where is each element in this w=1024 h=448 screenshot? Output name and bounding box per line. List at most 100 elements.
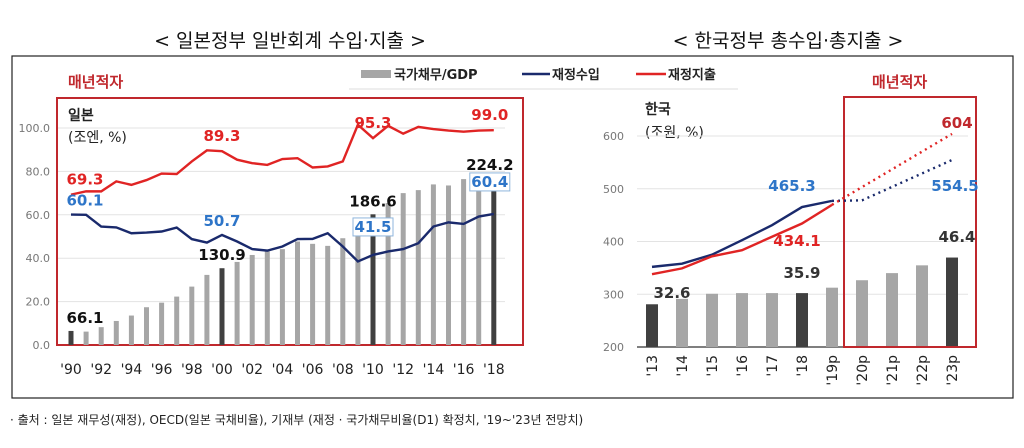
korea-data-label: 46.4 (938, 228, 975, 246)
korea-debt-bar (856, 280, 868, 347)
japan-data-label: 60.4 (471, 173, 508, 191)
korea-chart: 매년적자 한국 (조원, %) 200 300 400 500 600 '13 '14 '15… (603, 73, 979, 386)
korea-debt-bar (826, 287, 838, 347)
japan-x-tick: '14 (423, 362, 445, 378)
japan-data-label: 130.9 (198, 246, 245, 264)
japan-chart: 매년적자 일본 (조엔, %) 0.0 20.0 40.0 60.0 80.0 100.0… (19, 73, 524, 378)
korea-data-label: 465.3 (768, 177, 815, 195)
korea-debt-bar (946, 257, 958, 347)
japan-debt-bar (415, 190, 421, 345)
legend-swatch-debt (361, 70, 391, 78)
japan-x-tick: '12 (392, 362, 414, 378)
japan-y-tick: 40.0 (26, 252, 51, 265)
japan-debt-bar (370, 214, 376, 345)
korea-expenditure-line (651, 203, 833, 276)
japan-x-tick: '90 (60, 362, 82, 378)
japan-debt-bar (68, 330, 74, 345)
japan-debt-bar (204, 274, 210, 345)
japan-chart-title: < 일본정부 일반회계 수입·지출 > (154, 30, 426, 52)
korea-deficit-box (843, 96, 977, 348)
korea-x-tick: '19p (825, 355, 841, 386)
source-note: · 출처 : 일본 재무성(재정), OECD(일본 국채비율), 기재부 (재… (10, 413, 583, 427)
japan-debt-bar (430, 184, 436, 345)
japan-debt-bar (476, 179, 482, 345)
korea-y-tick: 300 (603, 288, 624, 301)
japan-deficit-box (56, 97, 524, 346)
korea-x-tick: '15 (705, 355, 721, 377)
japan-debt-bar (400, 193, 406, 345)
korea-x-tick: '16 (735, 355, 751, 377)
japan-debt-bar (340, 238, 346, 345)
korea-x-tick: '17 (765, 355, 781, 377)
japan-revenue-line (70, 212, 495, 263)
japan-x-tick: '06 (302, 362, 324, 378)
japan-x-tick: '92 (90, 362, 112, 378)
korea-y-tick: 400 (603, 236, 624, 249)
korea-debt-bar (736, 293, 748, 347)
japan-debt-bar (310, 243, 316, 345)
japan-x-tick: '16 (453, 362, 475, 378)
korea-y-tick: 200 (603, 341, 624, 354)
japan-data-label: 69.3 (66, 171, 103, 189)
japan-y-tick: 60.0 (26, 209, 51, 222)
japan-x-tick: '96 (151, 362, 173, 378)
japan-debt-bar (279, 249, 285, 345)
japan-data-label: 224.2 (466, 156, 513, 174)
japan-debt-bar (461, 179, 467, 345)
korea-revenue-projection-line (831, 158, 953, 203)
korea-x-tick: '23p (945, 355, 961, 386)
korea-deficit-label: 매년적자 (872, 73, 927, 91)
korea-unit-label: (조원, %) (645, 125, 704, 141)
japan-data-label: 41.5 (354, 218, 391, 236)
korea-chart-title: < 한국정부 총수입·총지출 > (673, 30, 904, 52)
japan-debt-bar (189, 286, 195, 345)
japan-x-tick: '00 (211, 362, 233, 378)
japan-debt-bar (128, 315, 134, 345)
japan-data-label: 186.6 (349, 192, 396, 210)
korea-y-tick: 600 (603, 130, 624, 143)
korea-revenue-line (651, 199, 833, 269)
japan-debt-bar (491, 177, 497, 345)
korea-x-tick: '18 (795, 355, 811, 377)
japan-debt-bar (174, 296, 180, 345)
japan-debt-bar (325, 245, 331, 345)
japan-x-tick: '18 (483, 362, 505, 378)
korea-debt-bar (766, 293, 778, 347)
japan-debt-bar (98, 327, 104, 345)
japan-y-tick: 0.0 (33, 339, 51, 352)
japan-y-tick: 20.0 (26, 296, 51, 309)
legend: 국가채무/GDP 재정수입 재정지출 (349, 67, 738, 90)
japan-data-label: 66.1 (66, 309, 103, 327)
japan-y-tick: 100.0 (19, 122, 51, 135)
korea-data-label: 35.9 (783, 264, 820, 282)
japan-debt-bar (355, 220, 361, 345)
japan-country-label: 일본 (68, 108, 94, 124)
japan-debt-bar (144, 307, 149, 345)
korea-data-label: 434.1 (773, 232, 820, 250)
japan-debt-bar (385, 203, 391, 345)
japan-data-label: 89.3 (203, 127, 240, 145)
japan-debt-bar (83, 331, 89, 345)
japan-data-label: 99.0 (471, 106, 508, 124)
japan-expenditure-line (70, 122, 494, 196)
japan-x-tick: '10 (362, 362, 384, 378)
korea-data-label: 604 (941, 114, 972, 132)
legend-label-expenditure: 재정지출 (668, 67, 716, 83)
legend-label-debt: 국가채무/GDP (394, 68, 478, 83)
korea-country-label: 한국 (645, 102, 671, 118)
korea-x-tick: '21p (885, 355, 901, 386)
korea-data-label: 554.5 (931, 177, 978, 195)
japan-x-tick: '02 (241, 362, 263, 378)
korea-debt-bar (886, 273, 898, 347)
japan-deficit-label: 매년적자 (68, 73, 123, 91)
korea-x-tick: '20p (855, 355, 871, 386)
japan-x-tick: '04 (272, 362, 294, 378)
korea-x-tick: '22p (915, 355, 931, 386)
japan-x-tick: '94 (121, 362, 143, 378)
korea-debt-bar (646, 304, 658, 347)
japan-debt-bar (234, 261, 240, 345)
japan-label-box (352, 217, 394, 237)
japan-data-label: 50.7 (203, 212, 240, 230)
korea-x-tick: '14 (675, 355, 691, 377)
japan-debt-bar (113, 320, 119, 345)
